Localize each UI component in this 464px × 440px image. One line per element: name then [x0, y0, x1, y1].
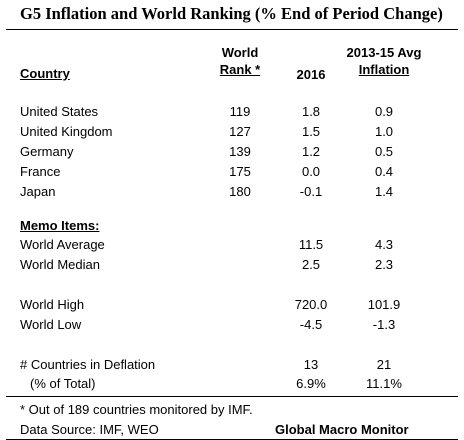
memo-label: # Countries in Deflation [20, 357, 156, 372]
header-year: 2016 [296, 67, 326, 82]
memo-label: World Average [20, 237, 105, 252]
memo-avg: 2.3 [374, 257, 394, 272]
title-rule [6, 29, 458, 30]
inflation-avg: 0.9 [374, 104, 394, 119]
footnote: * Out of 189 countries monitored by IMF. [20, 402, 253, 417]
country-name: Japan [20, 184, 56, 199]
world-rank: 175 [229, 164, 251, 179]
inflation-2016: 0.0 [301, 164, 321, 179]
world-rank: 119 [229, 104, 251, 119]
country-name: United States [20, 104, 99, 119]
inflation-avg: 1.4 [374, 184, 394, 199]
data-source: Data Source: IMF, WEO [20, 422, 159, 437]
header-country: Country [20, 66, 70, 81]
world-rank: 180 [229, 184, 251, 199]
header-rank-line2: Rank * [219, 62, 261, 77]
memo-2016: 720.0 [294, 297, 328, 312]
memo-avg: 21 [376, 357, 392, 372]
world-rank: 127 [229, 124, 251, 139]
memo-label: (% of Total) [30, 376, 96, 391]
memo-avg: 11.1% [366, 376, 402, 391]
inflation-2016: 1.2 [301, 144, 321, 159]
memo-heading: Memo Items: [20, 218, 100, 233]
memo-2016: -4.5 [299, 317, 323, 332]
memo-2016: 11.5 [298, 237, 324, 252]
footer-rule [6, 396, 458, 397]
inflation-2016: 1.5 [301, 124, 321, 139]
country-name: Germany [20, 144, 74, 159]
header-rank-line1: World [221, 45, 259, 60]
header-avg-line1: 2013-15 Avg [346, 45, 422, 60]
brand-label: Global Macro Monitor [275, 422, 409, 437]
inflation-2016: 1.8 [301, 104, 321, 119]
inflation-avg: 0.5 [374, 144, 394, 159]
memo-avg: -1.3 [372, 317, 396, 332]
world-rank: 139 [229, 144, 251, 159]
inflation-avg: 0.4 [374, 164, 394, 179]
memo-label: World High [20, 297, 85, 312]
memo-2016: 13 [303, 357, 319, 372]
memo-label: World Low [20, 317, 82, 332]
inflation-2016: -0.1 [299, 184, 323, 199]
memo-avg: 4.3 [374, 237, 394, 252]
inflation-avg: 1.0 [374, 124, 394, 139]
table-title: G5 Inflation and World Ranking (% End of… [20, 4, 443, 23]
header-avg-line2: Inflation [358, 62, 410, 77]
country-name: France [20, 164, 61, 179]
country-name: United Kingdom [20, 124, 113, 139]
memo-label: World Median [20, 257, 100, 272]
memo-2016: 6.9% [296, 376, 326, 391]
memo-2016: 2.5 [301, 257, 321, 272]
memo-avg: 101.9 [367, 297, 401, 312]
